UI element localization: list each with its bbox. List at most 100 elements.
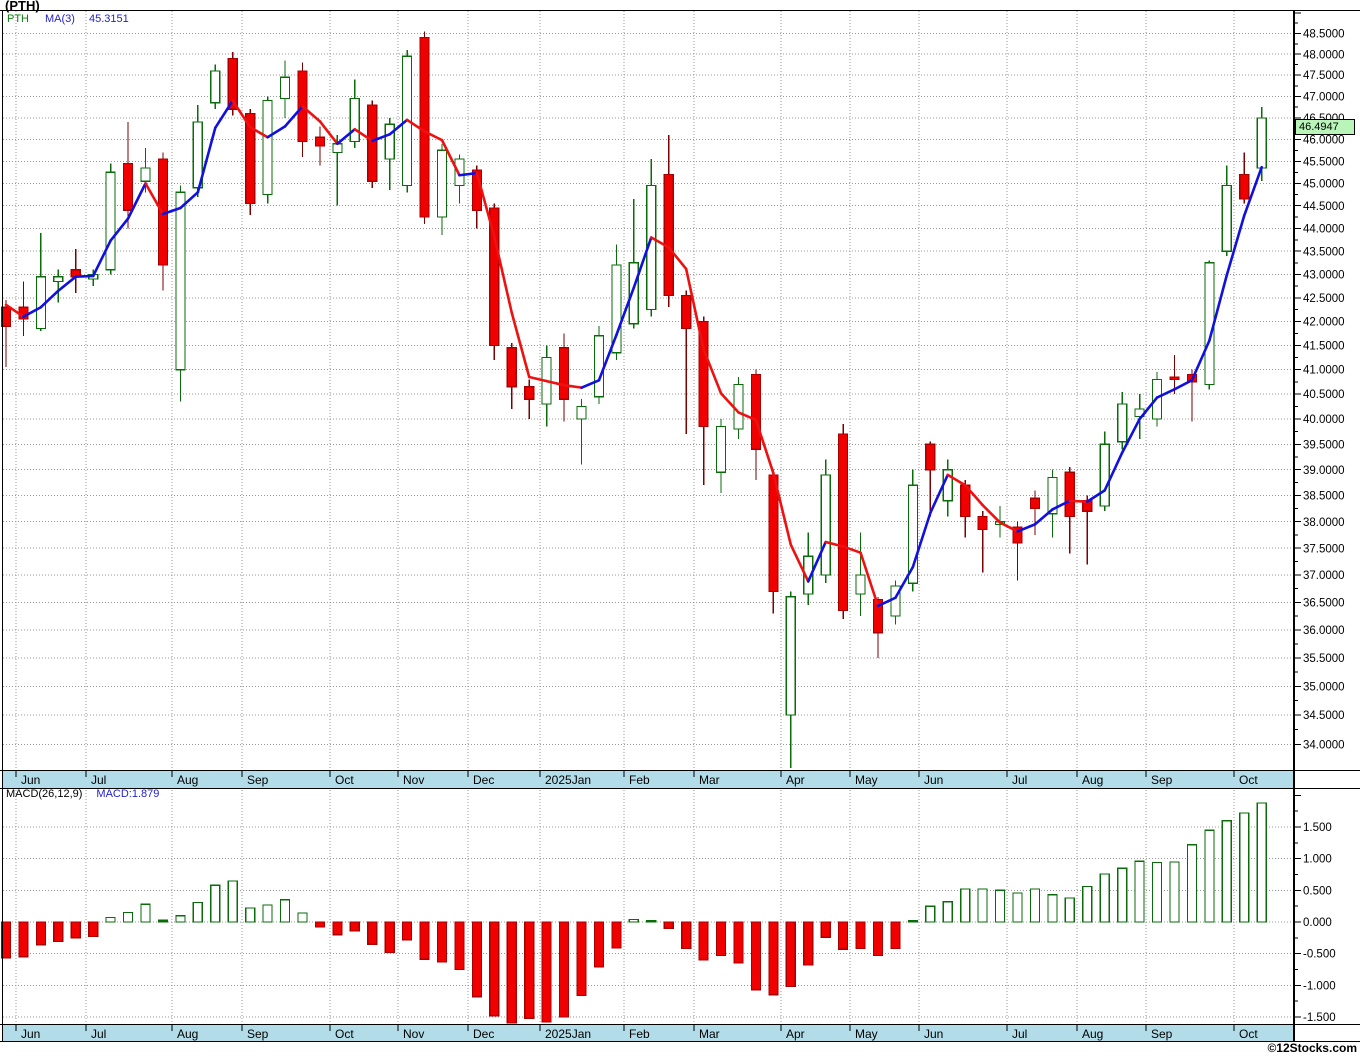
price-tick-label: 37.5000 [1303,543,1345,555]
macd-bar-negative [384,921,395,953]
candle-down [558,347,570,400]
ma-segment-up [894,565,915,600]
month-gridlines [15,11,1235,1023]
ma-segment-down [789,543,810,583]
ma-segment-down [405,118,426,133]
price-tick-label: 47.0000 [1303,91,1345,103]
month-label: Sep [1151,773,1173,787]
macd-bar-positive [1186,844,1198,923]
month-label: Dec [473,773,494,787]
price-tick-label: 44.0000 [1303,223,1345,235]
macd-bar-negative [419,921,430,960]
price-tick-label: 40.5000 [1303,389,1345,401]
month-label: Aug [177,773,198,787]
candle-down [663,173,674,297]
candle-up [1221,185,1232,252]
macd-bar-negative [838,921,849,950]
macd-bar-negative [541,921,552,1023]
ma-segment-up [1225,214,1246,277]
ma-segment-down [824,540,845,548]
month-label: Jun [21,773,40,787]
macd-bar-negative [611,921,622,949]
candle-up [820,474,831,576]
ma-segment-up [1208,273,1229,342]
ma-segment-up [213,99,235,130]
macd-bar-negative [18,921,29,958]
candle-up [1099,443,1110,507]
ma-segment-up [74,274,95,278]
candle-up [1256,117,1267,169]
ma-segment-up [388,118,409,136]
ma-segment-up [126,182,147,220]
macd-bar-negative [785,921,796,988]
candle-down [122,162,134,211]
candle-up [436,149,448,218]
candle-up [785,596,796,716]
candle-down [524,386,535,400]
month-label: Jun [21,1027,40,1041]
month-label: Mar [699,1027,720,1041]
macd-bar-positive [262,904,273,923]
macd-bar-positive [1134,860,1145,923]
ma-segment-down [248,125,269,139]
ma-segment-up [632,236,653,289]
price-tick-label: 36.5000 [1303,597,1345,609]
ma-segment-up [615,286,636,337]
candle-down [872,598,884,634]
macd-bar-negative [367,921,378,945]
month-label: Aug [1082,1027,1103,1041]
price-tick-label: 41.0000 [1303,365,1345,377]
ma-segment-up [266,125,287,139]
candle-up [733,383,744,430]
price-tick-label: 34.5000 [1303,710,1345,722]
candle-down [1029,497,1041,510]
month-label: Mar [699,773,720,787]
candle-up [611,264,622,354]
month-label: Feb [629,773,650,787]
macd-bar-positive [105,916,116,923]
panel-borders [0,9,1360,1043]
price-tick-label: 34.0000 [1303,739,1345,751]
price-legend: PTH MA(3) 45.3151 [7,13,129,25]
macd-bar-negative [402,921,413,941]
macd-bar-negative [681,921,692,950]
price-gridlines [3,33,1293,745]
price-tick-label: 40.0000 [1303,414,1345,426]
price-tick-label: 42.5000 [1303,293,1345,305]
candle-up [907,484,918,584]
ma-segment-up [580,378,601,389]
price-tick-label: 44.5000 [1303,201,1345,213]
price-tick-label: 38.0000 [1303,517,1345,529]
month-label: Oct [335,1027,354,1041]
month-label: Sep [247,1027,269,1041]
month-label: Nov [403,773,424,787]
candle-down [489,207,500,347]
month-label: Dec [473,1027,494,1041]
month-label: Oct [1239,1027,1258,1041]
ma-segment-up [876,596,897,608]
ma-segment-up [1138,396,1159,421]
price-tick-label: 48.5000 [1303,29,1345,41]
price-tick-label: 48.0000 [1303,49,1345,61]
ma-segment-down [510,311,531,379]
month-label: Jun [924,773,943,787]
macd-bar-positive [1117,867,1128,923]
ma-segment-up [109,217,130,242]
ma-segment-down [527,375,548,383]
ma-segment-down [562,383,583,389]
macd-bar-negative [593,921,605,968]
price-tick-label: 39.0000 [1303,465,1345,477]
macd-bar-positive [192,901,203,923]
candle-up [1047,476,1058,515]
price-tick-label: 41.5000 [1303,340,1345,352]
price-tick-label: 35.0000 [1303,681,1345,693]
candle-down [681,294,692,330]
ma-segment-up [161,206,182,216]
macd-bar-positive [122,911,134,923]
macd-axis: 1.500 1.000 0.500 0.000 -0.500 -1.000 -1.500 [1294,794,1336,1024]
ma-segment-up [1051,499,1072,511]
candle-down [314,136,326,147]
macd-bar-negative [698,921,709,961]
